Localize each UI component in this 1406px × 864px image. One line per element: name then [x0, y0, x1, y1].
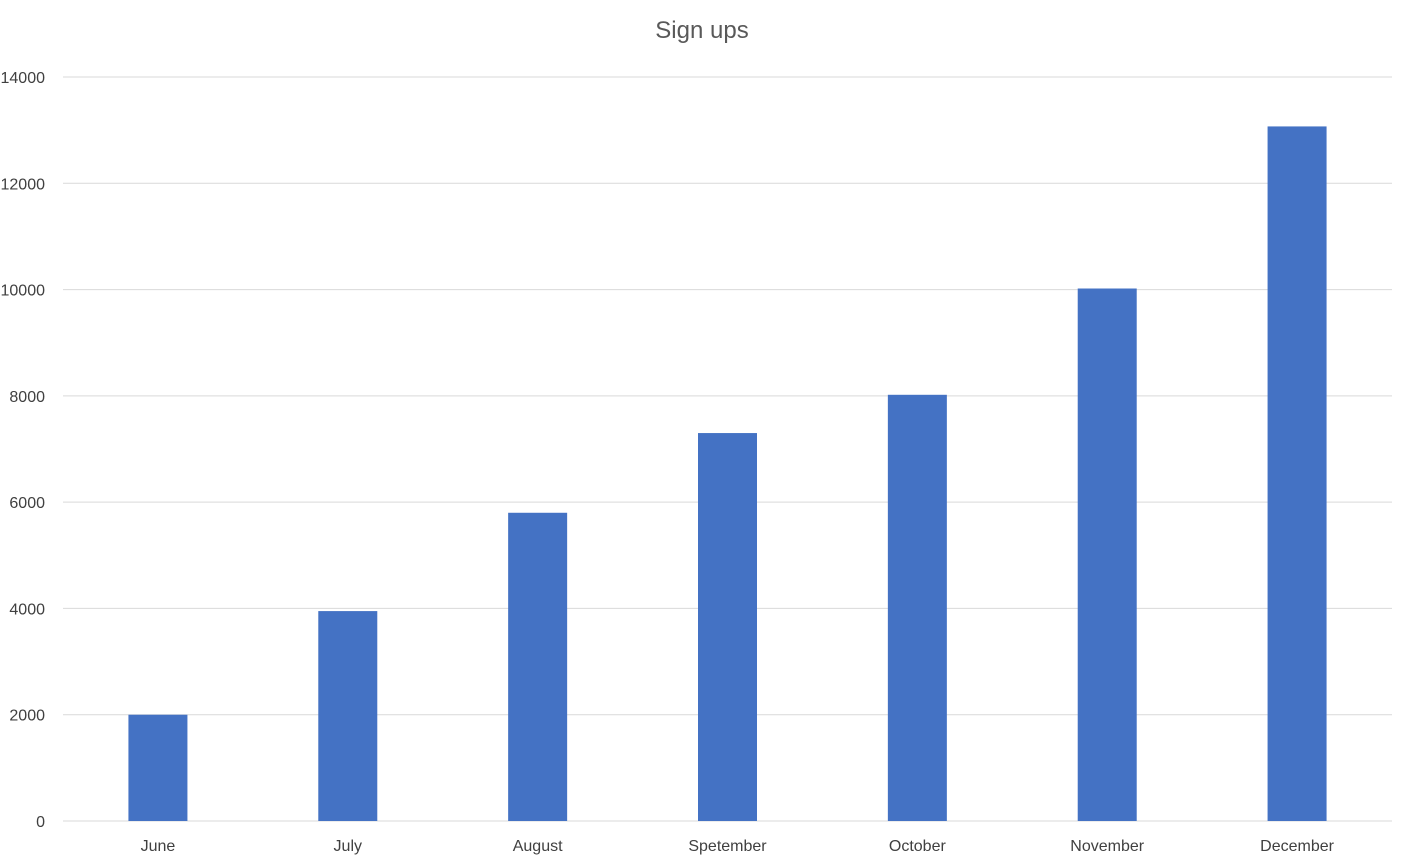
- x-tick-label: December: [1260, 838, 1334, 855]
- bar-spetember: [698, 433, 757, 821]
- x-axis-tick-labels: June July August Spetember October November De…: [141, 838, 1335, 855]
- x-tick-label: Spetember: [688, 838, 767, 855]
- chart-title: Sign ups: [655, 17, 748, 44]
- y-tick-label: 0: [36, 814, 45, 831]
- bar-august: [508, 512, 568, 821]
- bar-june: [128, 714, 188, 821]
- y-tick-label: 6000: [9, 495, 45, 512]
- y-tick-label: 4000: [9, 601, 45, 618]
- y-tick-label: 2000: [9, 708, 45, 725]
- y-tick-label: 8000: [9, 389, 45, 406]
- x-tick-label: August: [513, 838, 563, 855]
- x-tick-label: October: [889, 838, 947, 855]
- x-tick-label: June: [141, 838, 176, 855]
- y-tick-label: 14000: [1, 70, 46, 87]
- y-tick-label: 12000: [1, 176, 46, 193]
- x-tick-label: July: [334, 838, 362, 855]
- bars: [128, 126, 1327, 822]
- bar-october: [887, 394, 947, 821]
- y-axis-tick-labels: 0 2000 4000 6000 8000 10000 12000 14000: [1, 70, 46, 831]
- bar-july: [318, 611, 378, 821]
- bar-december: [1267, 126, 1327, 822]
- bar-november: [1077, 288, 1137, 822]
- x-tick-label: November: [1070, 838, 1144, 855]
- y-tick-label: 10000: [1, 283, 46, 300]
